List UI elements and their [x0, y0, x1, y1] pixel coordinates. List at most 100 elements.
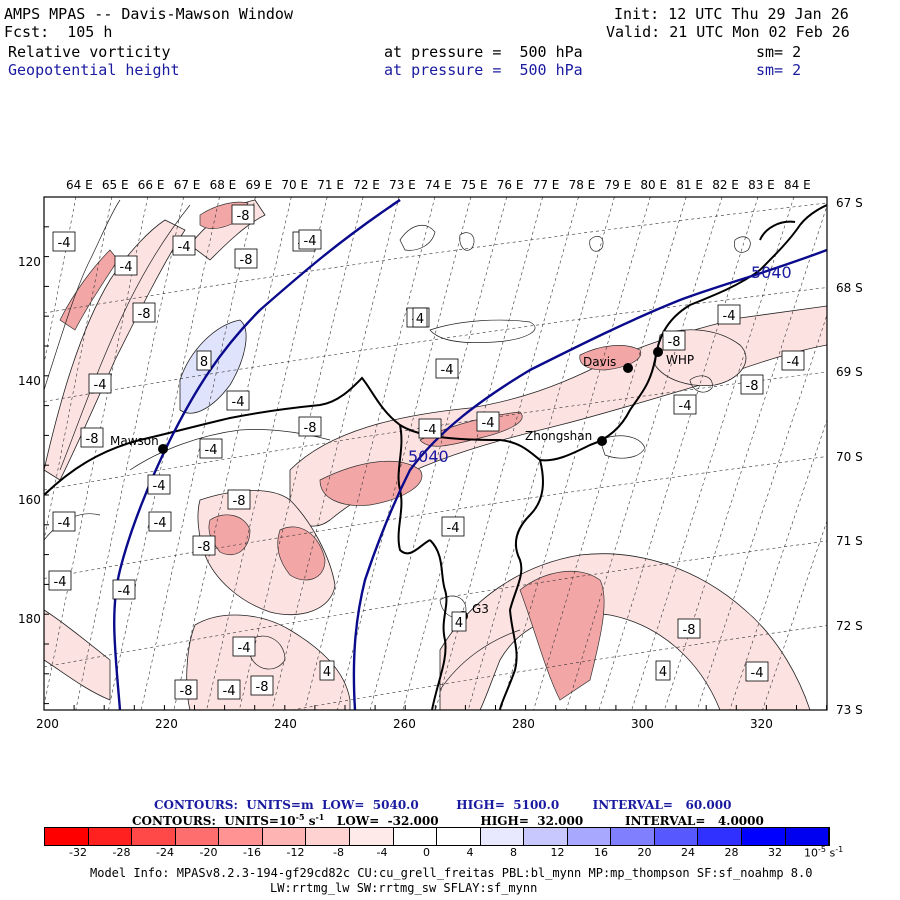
colorbar-unit-base: 10 [804, 846, 818, 860]
vorticity-label-box [114, 255, 138, 276]
lon-label: 66 E [137, 178, 165, 192]
vorticity-label-box [412, 307, 428, 328]
vorticity-label-box [48, 570, 72, 591]
vorticity-label-box [226, 390, 250, 411]
station-marker-whp[interactable] [653, 347, 663, 357]
lon-label: 73 E [389, 178, 416, 192]
vorticity-label-box [476, 411, 500, 432]
meridian-line [369, 197, 507, 710]
meridian-line [206, 197, 328, 710]
parallel-line [44, 540, 827, 668]
lon-label: 81 E [676, 178, 703, 192]
colorbar-label: 16 [594, 846, 608, 859]
contours-vorticity-exp2: -1 [315, 812, 325, 822]
vorticity-label: -8 [233, 494, 246, 509]
vorticity-label: -8 [240, 253, 253, 268]
vorticity-label-box [418, 418, 442, 439]
colorbar-swatch [45, 828, 89, 845]
station-label-whp: WHP [666, 353, 694, 367]
vorticity-label-box [174, 679, 198, 700]
station-label-zhongshan: Zhongshan [525, 429, 592, 443]
vorticity-label: -4 [679, 399, 692, 414]
colorbar-label: -12 [286, 846, 305, 859]
colorbar-unit-exp2: -1 [835, 845, 844, 854]
vorticity-label-box [231, 204, 255, 225]
meridian-line [762, 519, 827, 710]
colorbar-label: 32 [768, 846, 782, 859]
vorticity-label: -4 [787, 355, 800, 370]
x-tick-label: 300 [631, 717, 654, 731]
y-tick-label: 160 [18, 493, 41, 507]
colorbar-swatch [393, 828, 438, 845]
vorticity-label: -8 [746, 379, 759, 394]
vorticity-label-box [740, 374, 764, 395]
colorbar-label: 0 [423, 846, 430, 859]
lon-label: 75 E [460, 178, 488, 192]
colorbar-label: 24 [681, 846, 695, 859]
vorticity-label-box [662, 330, 686, 351]
station-label-davis: Davis [583, 355, 616, 369]
vorticity-label: -4 [178, 240, 191, 255]
field1-smoothing: sm= 2 [756, 43, 802, 61]
field2-pressure: at pressure = 500 hPa [384, 61, 583, 79]
colorbar-label: 4 [466, 846, 474, 859]
lon-label: 71 E [317, 178, 344, 192]
vorticity-label: -4 [153, 479, 166, 494]
vorticity-label-box [655, 660, 671, 681]
vorticity-label-box [148, 511, 172, 532]
lon-label: 72 E [353, 178, 380, 192]
lon-label: 82 E [712, 178, 739, 192]
vorticity-label: -4 [120, 260, 133, 275]
meridian-line [402, 197, 543, 710]
vorticity-label-box [52, 231, 76, 252]
lon-label: 80 E [640, 178, 668, 192]
vorticity-contour-labels: -8 -4 -8 -4 -4 -4 -8 -4 -4 -8 8 -4 -4 -4 -8 -4 -4 -8 -4 -4 -… [48, 204, 805, 700]
field1-name: Relative vorticity [8, 43, 171, 61]
station-marker-mawson[interactable] [158, 444, 168, 454]
vorticity-label: 4 [416, 312, 424, 327]
lat-label: 69 S [836, 365, 863, 379]
vorticity-label: -8 [256, 680, 269, 695]
colorbar-label: -28 [112, 846, 131, 859]
lon-label: 78 E [568, 178, 596, 192]
vorticity-label: -4 [154, 516, 167, 531]
vorticity-label-box [112, 579, 136, 600]
lon-label: 74 E [425, 178, 452, 192]
colorbar-swatch [349, 828, 394, 845]
x-tick-label: 320 [750, 717, 773, 731]
coastline [44, 204, 827, 710]
colorbar-swatch [262, 828, 307, 845]
lon-label: 77 E [532, 178, 560, 192]
y-tick-label: 180 [18, 612, 41, 626]
vorticity-label-box [132, 302, 156, 323]
meridian-line [533, 197, 687, 710]
station-label-mawson: Mawson [110, 434, 159, 448]
vorticity-label-box [196, 350, 212, 371]
contours-vorticity-info: CONTOURS: UNITS=10-5 s-1 LOW= -32.000 HI… [132, 812, 764, 828]
contours-height-info: CONTOURS: UNITS=m LOW= 5040.0 HIGH= 5100… [154, 798, 732, 812]
lat-label: 68 S [836, 280, 863, 295]
colorbar-swatch [132, 828, 176, 845]
vorticity-label: -8 [304, 421, 317, 436]
vorticity-label: -8 [138, 307, 151, 322]
colorbar-label: -24 [156, 846, 174, 859]
vorticity-label-box [172, 235, 196, 256]
vorticity-label: -4 [223, 684, 236, 699]
colorbar-label: -16 [243, 846, 261, 859]
lon-label: 69 E [245, 178, 273, 192]
vorticity-label: -4 [304, 234, 317, 249]
colorbar-swatch [567, 828, 612, 845]
height-label-5040-lower: 5040 [408, 447, 449, 466]
x-tick-label: 260 [393, 717, 416, 731]
lon-label: 84 E [784, 178, 811, 192]
station-marker-zhongshan[interactable] [597, 436, 607, 446]
colorbar-swatch [698, 828, 742, 845]
station-marker-davis[interactable] [623, 363, 633, 373]
vorticity-label-box [88, 373, 112, 394]
model-info-2: LW:rrtmg_lw SW:rrtmg_sw SFLAY:sf_mynn [270, 881, 538, 895]
vorticity-label: 8 [200, 355, 208, 370]
colorbar-swatch [785, 828, 830, 845]
vorticity-label: -4 [232, 395, 245, 410]
vorticity-label: -4 [118, 584, 131, 599]
